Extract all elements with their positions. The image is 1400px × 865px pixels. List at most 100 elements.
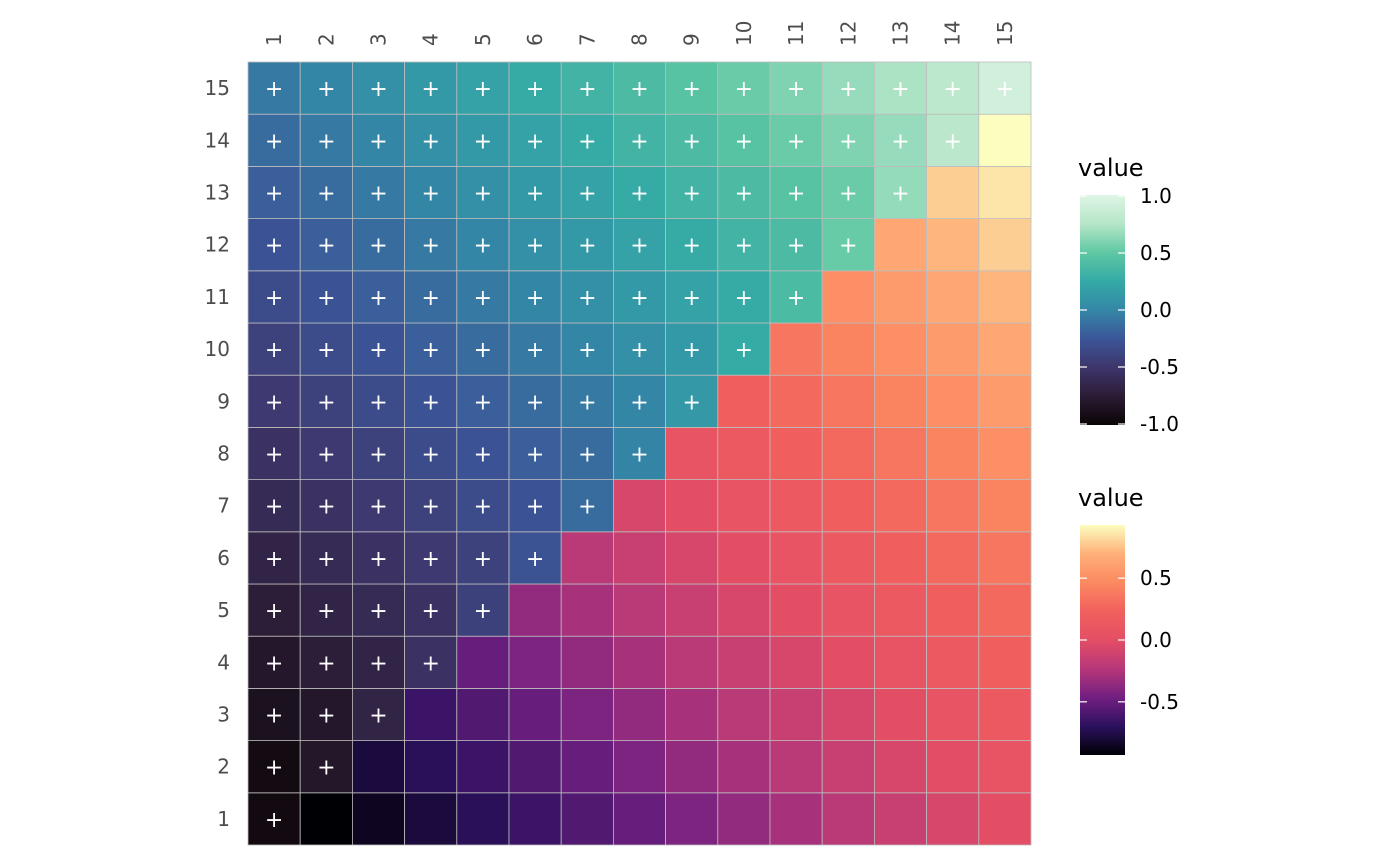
heatmap-cell	[717, 218, 771, 272]
cell-marker: +	[526, 77, 544, 102]
heatmap-cell	[560, 426, 614, 480]
legend-upper-title: value	[1078, 154, 1144, 182]
heatmap-cell	[456, 740, 510, 794]
heatmap-cell	[874, 374, 928, 428]
cell-marker: +	[682, 338, 700, 363]
cell-marker: +	[474, 443, 492, 468]
cell-marker: +	[630, 390, 648, 415]
heatmap-cell	[717, 792, 771, 846]
heatmap-cell	[978, 374, 1032, 428]
heatmap-cell	[613, 583, 667, 637]
cell-marker: +	[421, 599, 439, 624]
heatmap-cell	[665, 218, 719, 272]
cell-marker: +	[578, 234, 596, 259]
cell-marker: +	[317, 756, 335, 781]
heatmap-cell	[821, 113, 875, 167]
heatmap-cell	[351, 531, 405, 585]
heatmap-cell	[717, 322, 771, 376]
x-tick-label: 10	[732, 21, 756, 46]
heatmap-cell	[769, 270, 823, 324]
heatmap-cell	[404, 270, 458, 324]
cell-marker: +	[369, 234, 387, 259]
y-tick-label: 5	[217, 598, 230, 622]
heatmap-cell	[508, 374, 562, 428]
heatmap-cell	[560, 740, 614, 794]
heatmap-cell	[404, 531, 458, 585]
heatmap-cell	[665, 270, 719, 324]
heatmap-cell	[978, 270, 1032, 324]
heatmap-cell	[874, 740, 928, 794]
y-tick-label: 9	[217, 389, 230, 413]
x-tick-label: 3	[367, 33, 391, 46]
heatmap-cell	[978, 113, 1032, 167]
heatmap-cell	[508, 426, 562, 480]
heatmap-cell	[717, 426, 771, 480]
heatmap-cell	[404, 479, 458, 533]
heatmap-cell	[404, 635, 458, 689]
heatmap-cell	[665, 740, 719, 794]
heatmap-cell	[926, 374, 980, 428]
heatmap-cell	[874, 479, 928, 533]
cell-marker: +	[474, 495, 492, 520]
heatmap-cell	[613, 322, 667, 376]
heatmap-cell	[351, 583, 405, 637]
x-tick-label: 12	[836, 21, 860, 46]
heatmap-cell	[299, 792, 353, 846]
heatmap-cell	[299, 113, 353, 167]
cell-marker: +	[421, 338, 439, 363]
heatmap-cell	[821, 322, 875, 376]
heatmap-cell	[717, 531, 771, 585]
heatmap-cell	[926, 479, 980, 533]
cell-marker: +	[421, 547, 439, 572]
legend-tick-label: 0.0	[1140, 298, 1172, 322]
heatmap-cell	[874, 165, 928, 219]
heatmap-cell	[613, 688, 667, 742]
heatmap-cell	[821, 479, 875, 533]
cell-marker: +	[578, 77, 596, 102]
y-tick-label: 7	[217, 494, 230, 518]
heatmap-cell	[456, 270, 510, 324]
cell-marker: +	[526, 338, 544, 363]
heatmap-cell	[978, 583, 1032, 637]
y-tick-label: 13	[205, 181, 230, 205]
cell-marker: +	[526, 286, 544, 311]
heatmap-cell	[926, 113, 980, 167]
heatmap-cell	[247, 792, 301, 846]
heatmap-cell	[769, 322, 823, 376]
heatmap-cell	[613, 740, 667, 794]
cell-marker: +	[735, 286, 753, 311]
heatmap-cell	[821, 374, 875, 428]
x-tick-label: 2	[314, 33, 338, 46]
heatmap-cell	[456, 792, 510, 846]
heatmap-cell	[821, 583, 875, 637]
cell-marker: +	[474, 390, 492, 415]
y-tick-label: 2	[217, 755, 230, 779]
heatmap-cell	[508, 688, 562, 742]
heatmap-cell	[404, 740, 458, 794]
heatmap-cell	[299, 61, 353, 115]
heatmap-cell	[247, 113, 301, 167]
heatmap-cell	[299, 374, 353, 428]
heatmap-cell	[978, 322, 1032, 376]
cell-marker: +	[891, 129, 909, 154]
heatmap-cell	[299, 270, 353, 324]
y-tick-label: 14	[205, 128, 230, 152]
cell-marker: +	[682, 390, 700, 415]
cell-marker: +	[787, 234, 805, 259]
cell-marker: +	[421, 77, 439, 102]
legend-tick-label: 0.5	[1140, 241, 1172, 265]
heatmap-cell	[717, 374, 771, 428]
heatmap-cell	[874, 531, 928, 585]
cell-marker: +	[578, 443, 596, 468]
cell-marker: +	[630, 234, 648, 259]
heatmap-cell	[717, 688, 771, 742]
cell-marker: +	[369, 338, 387, 363]
cell-marker: +	[369, 599, 387, 624]
legend-upper: value 1.0 0.5 0.0 -0.5 -1.0	[1078, 154, 1179, 436]
cell-marker: +	[421, 286, 439, 311]
cell-marker: +	[630, 182, 648, 207]
heatmap-cell	[560, 635, 614, 689]
heatmap-cell	[978, 218, 1032, 272]
heatmap-cell	[456, 531, 510, 585]
